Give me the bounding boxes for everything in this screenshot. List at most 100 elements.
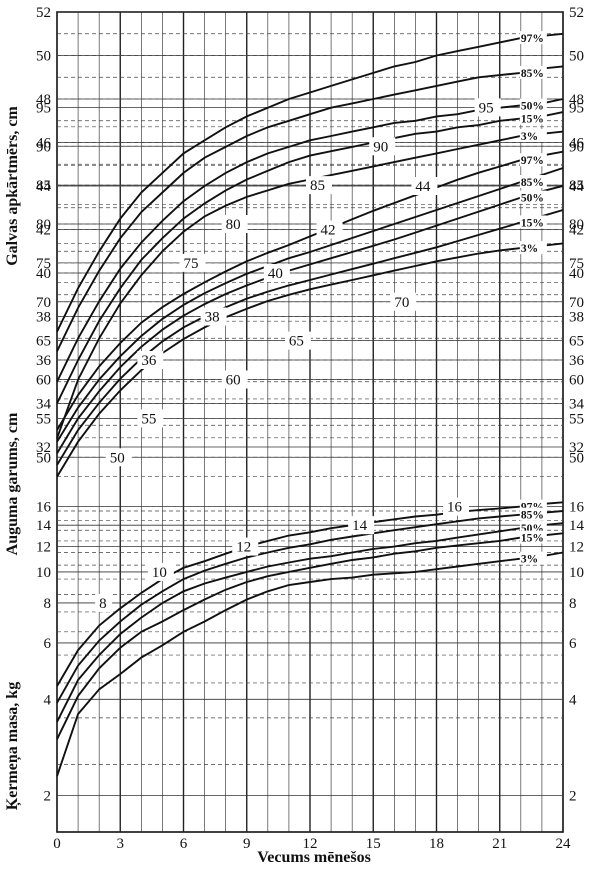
- head-right-tick-label: 36: [569, 353, 585, 369]
- head-left-tick-label: 32: [36, 440, 51, 456]
- length-inner-label-bg: [306, 176, 332, 195]
- head-inner-label: 44: [415, 179, 431, 195]
- length-inner-label-bg: [105, 448, 132, 467]
- head-inner-label: 40: [268, 266, 283, 282]
- x-axis-label: Vecums mēnešos: [257, 849, 371, 866]
- weight-inner-label-bg: [147, 562, 174, 581]
- length-right-tick-label: 50: [569, 450, 584, 466]
- length-right-tick-label: 60: [569, 373, 584, 389]
- weight-left-tick-label: 8: [44, 596, 52, 612]
- weight-left-tick-label: 12: [36, 540, 51, 556]
- weight-right-tick-label: 16: [569, 500, 585, 516]
- length-inner-label: 80: [226, 217, 241, 233]
- length-percentile-line: [56, 150, 564, 431]
- head-right-tick-label: 42: [569, 223, 584, 239]
- weight-percentile-line: [56, 551, 564, 777]
- length-inner-label-bg: [179, 253, 206, 272]
- length-percentile-label-bg: [519, 175, 547, 189]
- head-right-tick-label: 50: [569, 49, 584, 65]
- head-percentile-label-bg: [519, 65, 547, 79]
- head-percentile-label: 50%: [521, 101, 544, 113]
- length-inner-label-bg: [390, 292, 417, 311]
- length-left-tick-label: 55: [36, 411, 51, 427]
- length-right-tick-label: 90: [569, 139, 584, 155]
- weight-inner-label-bg: [95, 593, 113, 612]
- head-right-tick-label: 48: [569, 92, 584, 108]
- length-left-tick-label: 90: [36, 139, 51, 155]
- length-right-tick-label: 55: [569, 411, 584, 427]
- weight-left-tick-label: 10: [36, 565, 51, 581]
- length-percentile-line: [56, 242, 564, 478]
- weight-right-tick-label: 12: [569, 540, 584, 556]
- weight-percentile-line: [56, 522, 564, 723]
- length-left-tick-label: 80: [36, 217, 51, 233]
- head-percentile-label-bg: [519, 98, 547, 112]
- weight-right-tick-label: 2: [569, 789, 577, 805]
- length-percentile-label-bg: [519, 153, 547, 167]
- x-tick-label: 24: [556, 836, 572, 852]
- length-percentile-label: 15%: [521, 217, 544, 229]
- weight-right-tick-label: 10: [569, 565, 584, 581]
- weight-inner-label: 14: [352, 518, 368, 534]
- weight-right-tick-label: 6: [569, 636, 577, 652]
- length-percentile-line: [56, 167, 564, 443]
- head-left-tick-label: 46: [36, 136, 52, 152]
- weight-percentile-label-bg: [519, 507, 547, 521]
- length-inner-label-bg: [221, 215, 248, 233]
- x-tick-label: 9: [243, 836, 251, 852]
- weight-left-tick-label: 6: [44, 636, 52, 652]
- head-percentile-label-bg: [519, 31, 547, 45]
- length-inner-label: 50: [110, 450, 125, 466]
- x-tick-label: 0: [53, 836, 61, 852]
- head-inner-label-bg: [316, 220, 343, 239]
- length-left-tick-label: 70: [36, 295, 51, 311]
- length-left-tick-label: 50: [36, 450, 51, 466]
- x-tick-label: 6: [180, 836, 188, 852]
- weight-inner-label-bg: [443, 497, 470, 516]
- length-inner-label: 95: [479, 100, 494, 116]
- weight-percentile-label-bg: [519, 551, 547, 565]
- head-inner-label-bg: [263, 264, 290, 282]
- weight-inner-label-bg: [348, 516, 375, 535]
- head-percentile-label-bg: [519, 128, 547, 142]
- x-tick-label: 3: [117, 836, 125, 852]
- length-inner-label-bg: [369, 137, 396, 156]
- weight-left-tick-label: 14: [36, 518, 52, 534]
- weight-percentile-label: 85%: [521, 510, 544, 522]
- head-left-tick-label: 38: [36, 310, 51, 326]
- length-inner-label: 75: [184, 256, 199, 272]
- length-percentile-label: 85%: [521, 177, 544, 189]
- head-percentile-line: [56, 32, 564, 333]
- weight-percentile-line: [56, 501, 564, 687]
- head-right-tick-label: 38: [569, 310, 584, 326]
- head-percentile-label: 97%: [521, 33, 544, 45]
- length-left-tick-label: 60: [36, 373, 51, 389]
- weight-left-tick-label: 16: [36, 500, 52, 516]
- length-inner-label-bg: [474, 98, 501, 117]
- length-right-tick-label: 75: [569, 256, 584, 272]
- length-left-tick-label: 85: [36, 178, 51, 194]
- head-inner-label: 36: [141, 353, 157, 369]
- head-left-tick-label: 52: [36, 5, 51, 21]
- x-tick-label: 15: [366, 836, 381, 852]
- length-percentile-label: 50%: [521, 193, 544, 205]
- chart-labels: 97%85%50%15%3%97%85%50%15%3%97%85%50%15%…: [36, 5, 585, 852]
- length-inner-label: 60: [226, 373, 241, 389]
- length-percentile-label-bg: [519, 241, 547, 255]
- x-tick-label: 18: [429, 836, 444, 852]
- head-percentile-label: 15%: [521, 114, 544, 126]
- head-inner-label-bg: [411, 177, 438, 195]
- head-left-tick-label: 44: [36, 179, 52, 195]
- length-inner-label-bg: [137, 409, 164, 428]
- head-percentile-line: [56, 111, 564, 404]
- head-inner-label-bg: [137, 351, 164, 369]
- head-right-tick-label: 52: [569, 5, 584, 21]
- weight-right-tick-label: 14: [569, 518, 585, 534]
- length-percentile-label: 3%: [521, 243, 538, 255]
- x-tick-label: 21: [492, 836, 507, 852]
- length-right-tick-label: 95: [569, 100, 584, 116]
- head-inner-label-bg: [200, 307, 227, 326]
- weight-percentile-line: [56, 532, 564, 740]
- length-inner-label-bg: [284, 331, 311, 350]
